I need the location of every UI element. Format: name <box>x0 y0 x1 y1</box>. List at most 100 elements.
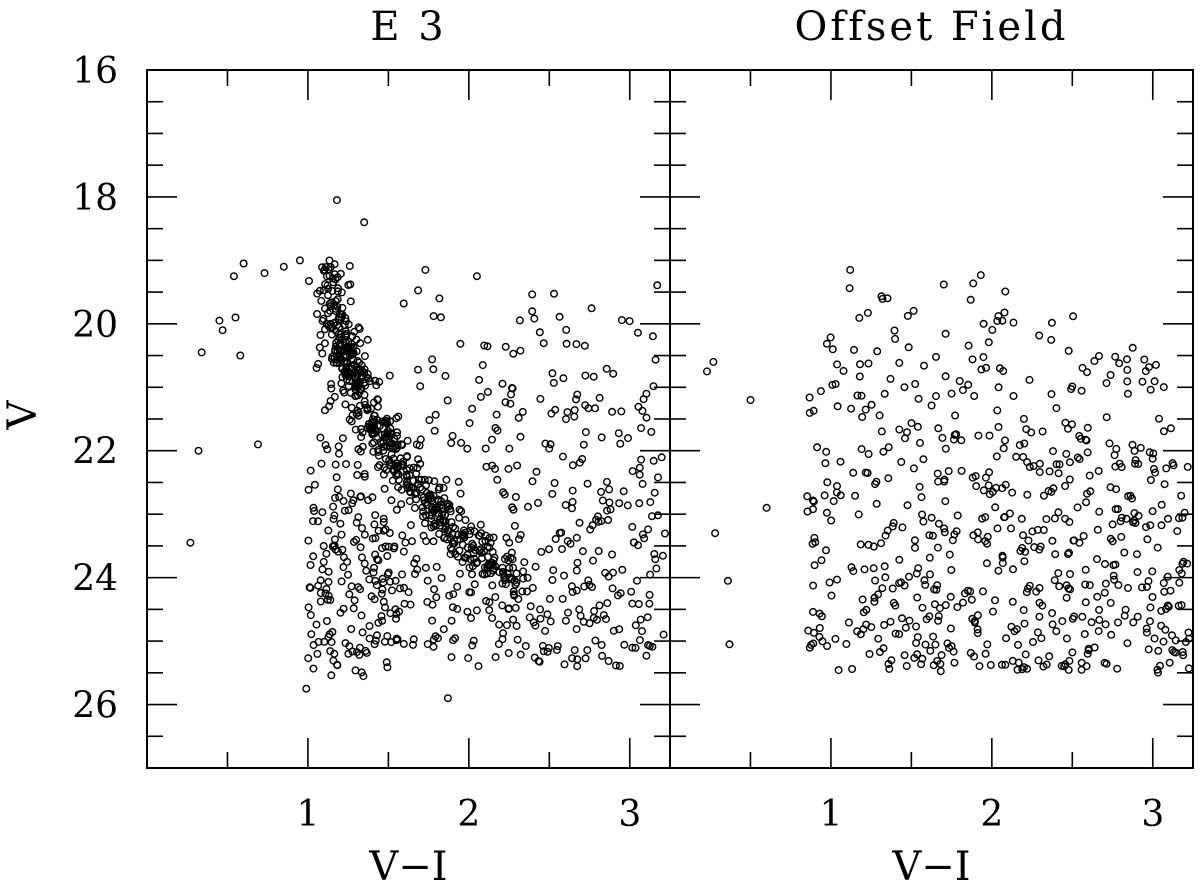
data-point <box>920 361 929 370</box>
data-point <box>874 634 883 643</box>
data-point <box>867 400 876 409</box>
data-point <box>945 643 954 652</box>
data-point <box>548 489 557 498</box>
data-point <box>880 389 889 398</box>
data-point <box>1148 567 1157 576</box>
data-point <box>1075 455 1084 464</box>
data-point <box>1085 581 1094 590</box>
data-point <box>822 508 831 517</box>
data-point <box>1161 625 1170 634</box>
data-point <box>623 501 632 510</box>
data-point <box>1057 661 1066 670</box>
data-point <box>1146 521 1155 530</box>
data-point <box>523 573 532 582</box>
data-point <box>1035 459 1044 468</box>
data-point <box>964 380 973 389</box>
data-point <box>392 414 401 423</box>
data-point <box>337 577 346 586</box>
data-point <box>572 395 581 404</box>
data-point <box>1035 584 1044 593</box>
data-point <box>825 578 834 587</box>
data-point <box>597 487 606 496</box>
data-point <box>805 408 814 417</box>
data-point <box>329 656 338 665</box>
data-point <box>855 313 864 322</box>
data-point <box>595 601 604 610</box>
data-point <box>319 557 328 566</box>
data-point <box>447 616 456 625</box>
data-point <box>463 543 472 552</box>
data-point <box>449 636 458 645</box>
data-point <box>562 339 571 348</box>
data-point <box>629 538 638 547</box>
data-point <box>442 475 451 484</box>
data-point <box>449 522 458 531</box>
data-point <box>391 462 400 471</box>
data-point <box>863 308 872 317</box>
data-point <box>810 533 819 542</box>
data-point <box>918 603 927 612</box>
data-point <box>863 469 872 478</box>
data-point <box>467 614 476 623</box>
data-point <box>231 313 240 322</box>
data-point <box>889 518 898 527</box>
data-point <box>418 503 427 512</box>
data-point <box>1024 536 1033 545</box>
data-point <box>481 537 490 546</box>
data-point <box>943 639 952 648</box>
data-point <box>543 647 552 656</box>
data-point <box>543 610 552 619</box>
data-point <box>928 531 937 540</box>
data-point <box>590 607 599 616</box>
data-point <box>944 467 953 476</box>
data-point <box>910 536 919 545</box>
data-point <box>1148 454 1157 463</box>
data-point <box>1145 617 1154 626</box>
data-point <box>941 329 950 338</box>
data-point <box>1137 583 1146 592</box>
data-point <box>638 479 647 488</box>
data-point <box>441 517 450 526</box>
data-point <box>1023 458 1032 467</box>
data-point <box>1116 517 1125 526</box>
data-point <box>1165 658 1174 667</box>
data-point <box>1094 352 1103 361</box>
data-point <box>915 482 924 491</box>
data-point <box>902 662 911 671</box>
data-point <box>1019 414 1028 423</box>
data-point <box>1148 507 1157 516</box>
data-point <box>1157 621 1166 630</box>
data-point <box>328 628 337 637</box>
data-point <box>1183 462 1192 471</box>
data-point <box>1146 476 1155 485</box>
data-point <box>604 657 613 666</box>
y-tick-label: 16 <box>72 51 118 92</box>
data-point <box>1083 423 1092 432</box>
data-point <box>536 614 545 623</box>
data-point <box>988 325 997 334</box>
data-point <box>888 522 897 531</box>
data-point <box>599 611 608 620</box>
data-point <box>310 507 319 516</box>
data-point <box>411 570 420 579</box>
data-point <box>973 629 982 638</box>
data-point <box>891 629 900 638</box>
data-point <box>862 605 871 614</box>
data-point <box>1166 586 1175 595</box>
data-point <box>313 289 322 298</box>
data-point <box>586 525 595 534</box>
data-point <box>573 655 582 664</box>
data-point <box>573 662 582 671</box>
data-point <box>827 591 836 600</box>
data-point <box>374 446 383 455</box>
data-point <box>511 603 520 612</box>
data-point <box>455 505 464 514</box>
data-point <box>321 263 330 272</box>
data-point <box>368 439 377 448</box>
data-point <box>431 632 440 641</box>
data-point <box>1054 569 1063 578</box>
data-point <box>822 447 831 456</box>
data-point <box>1113 618 1122 627</box>
data-point <box>331 493 340 502</box>
data-point <box>588 521 597 530</box>
